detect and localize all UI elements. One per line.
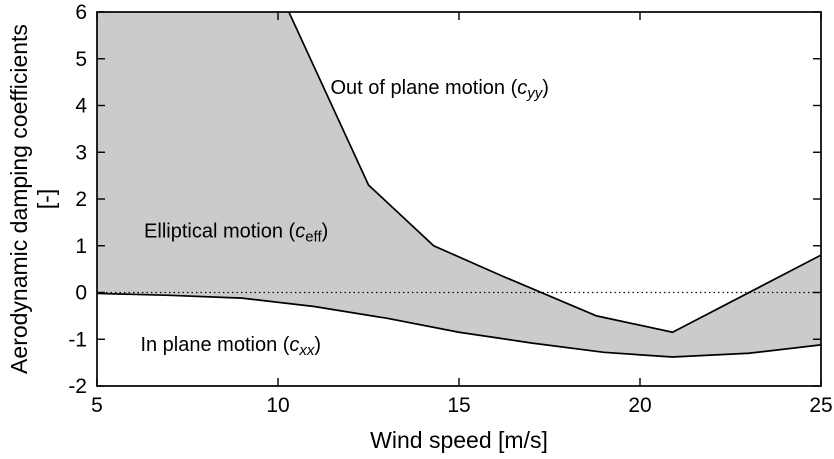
y-tick-label: 2 [75,188,87,211]
y-axis-label-line1: Aerodynamic damping coefficients [6,24,32,374]
x-tick-label: 15 [447,394,470,417]
annotation-elliptical: Elliptical motion (ceff) [144,220,328,245]
annotation-out-of-plane: Out of plane motion (cyy) [330,77,548,102]
curve-in-plane [97,292,821,358]
y-tick-label: 3 [75,141,87,164]
y-tick-label: 0 [75,282,87,305]
y-tick-label: 1 [75,235,87,258]
shaded-region-elliptical [97,12,821,358]
y-tick-label: 6 [75,1,87,24]
x-tick-label: 20 [628,394,651,417]
x-tick-label: 10 [266,394,289,417]
curve-out-of-plane [287,12,821,334]
y-tick-label: -2 [68,375,87,398]
y-tick-label: 5 [75,48,87,71]
y-axis-label-line2: [-] [33,188,59,210]
annotation-in-plane: In plane motion (cxx) [140,334,321,359]
x-tick-label: 5 [91,394,103,417]
x-axis-label: Wind speed [m/s] [370,427,548,453]
x-tick-label: 25 [809,394,832,417]
y-tick-label: 4 [75,95,87,118]
y-tick-label: -1 [68,328,87,351]
y-axis-label-text: Aerodynamic damping coefficients [-] [6,24,60,374]
